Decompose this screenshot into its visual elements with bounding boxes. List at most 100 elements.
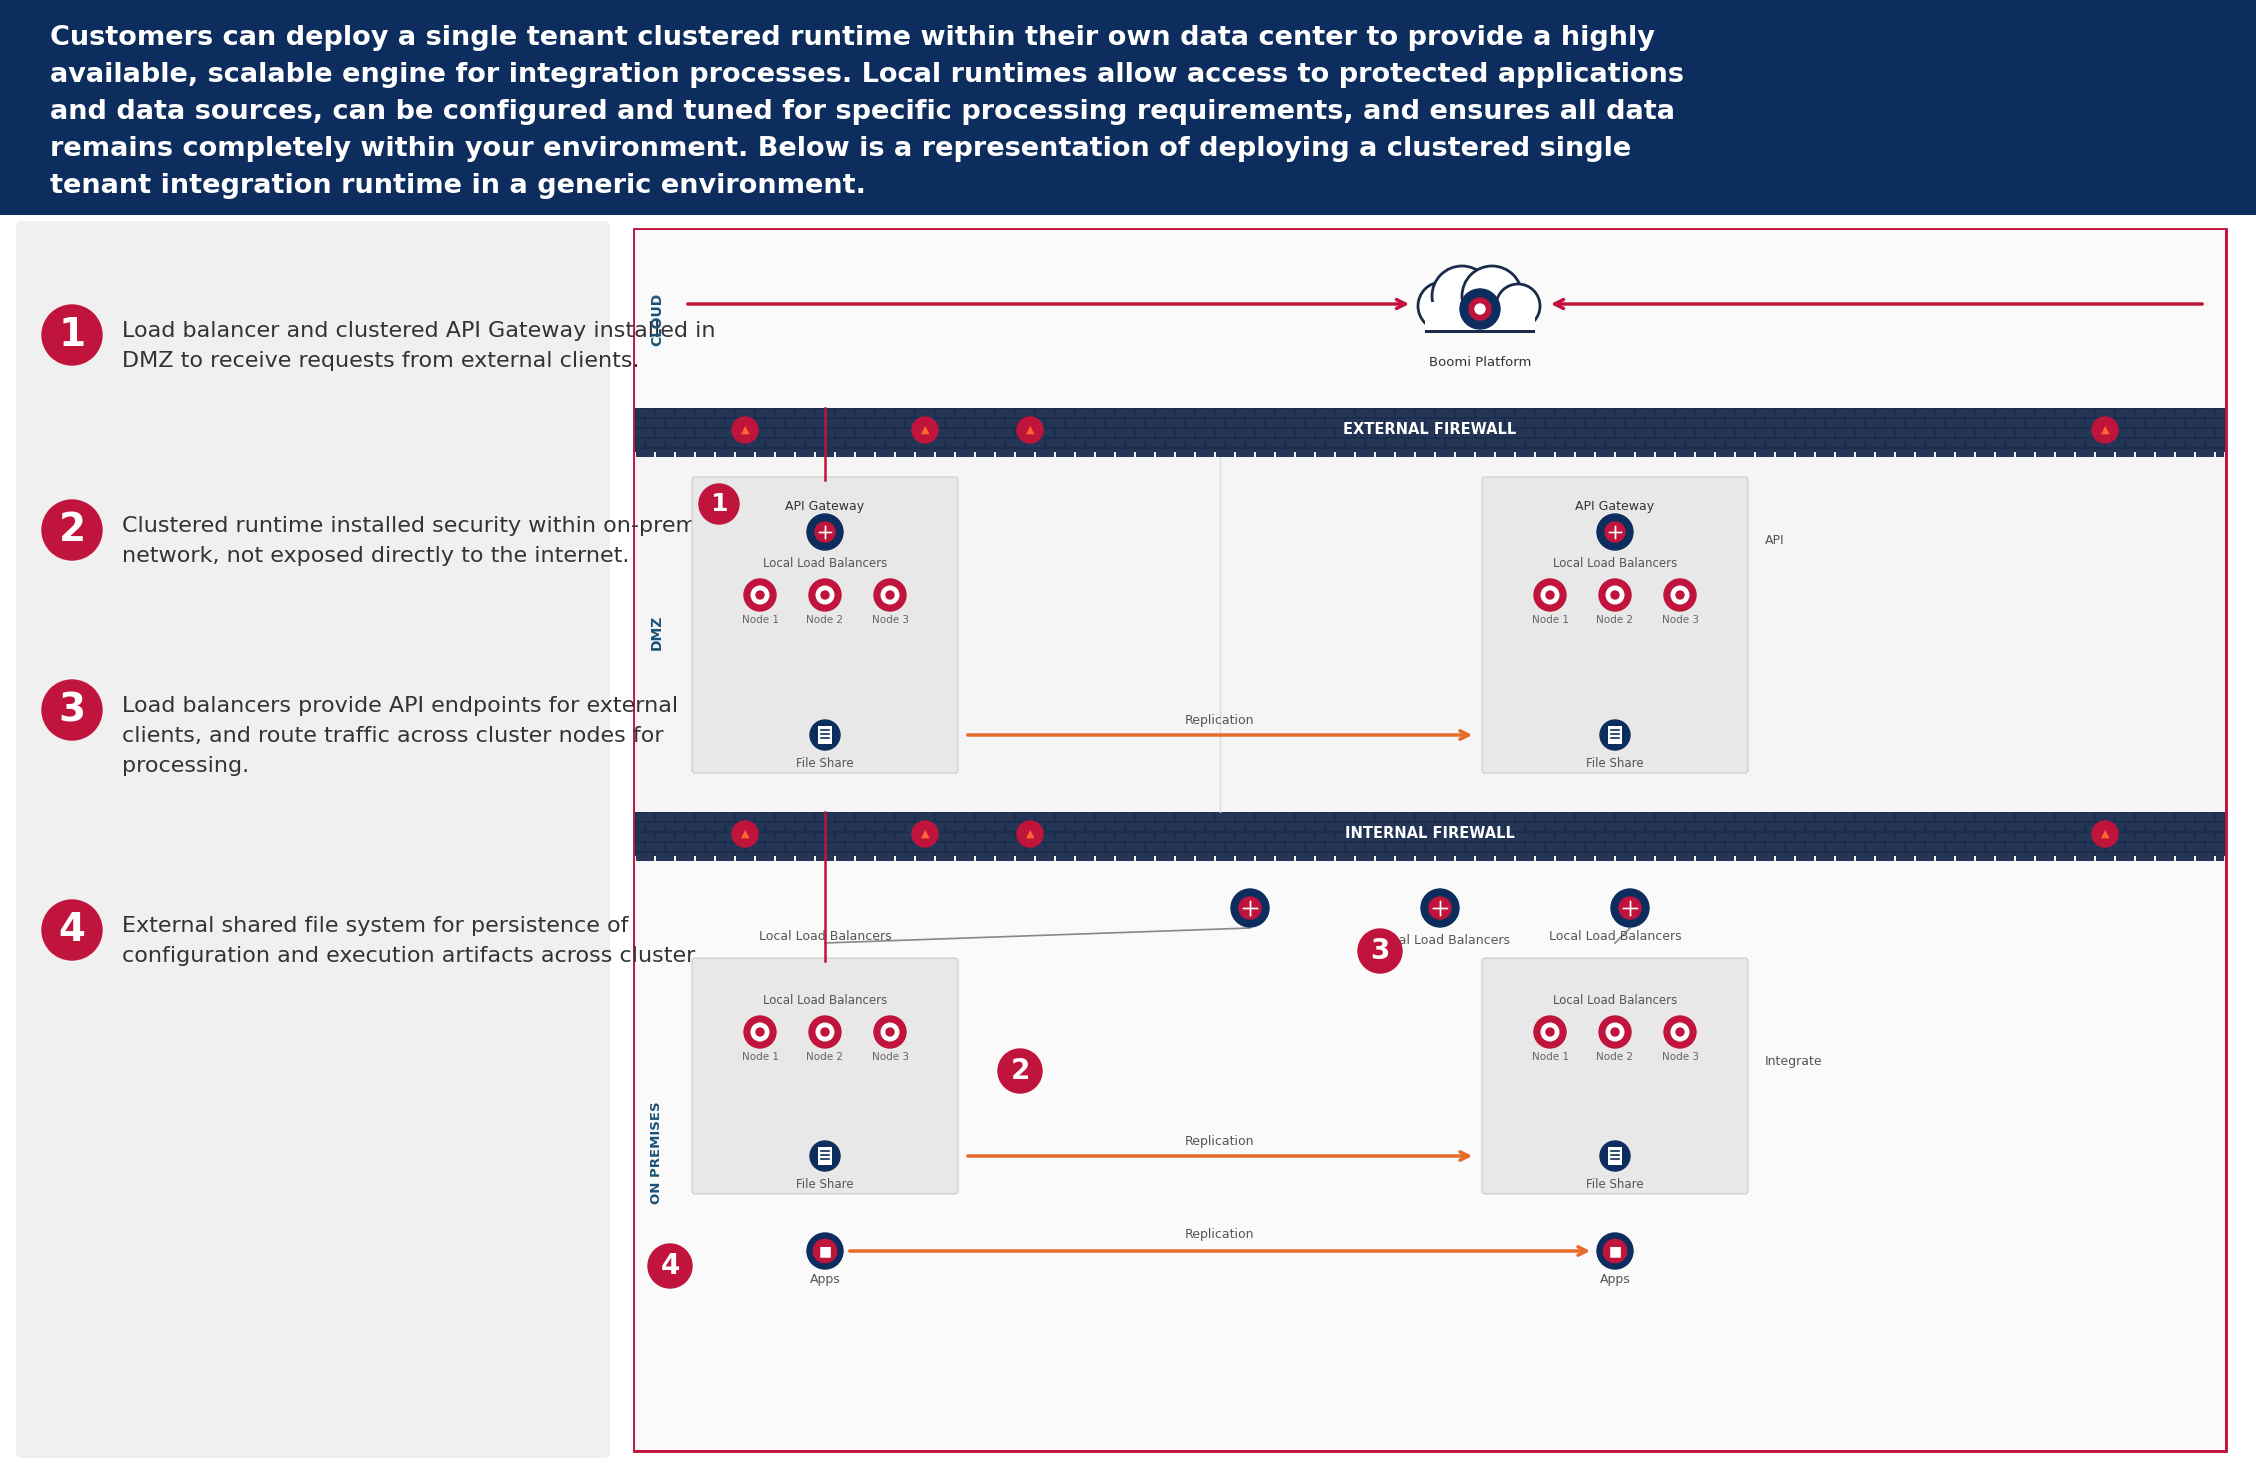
- Circle shape: [756, 1029, 765, 1036]
- Circle shape: [1669, 1021, 1674, 1027]
- FancyBboxPatch shape: [986, 439, 1004, 448]
- FancyBboxPatch shape: [1376, 852, 1394, 861]
- Text: DMZ: DMZ: [650, 615, 663, 649]
- FancyBboxPatch shape: [1327, 419, 1345, 427]
- FancyBboxPatch shape: [2175, 833, 2195, 842]
- FancyBboxPatch shape: [1676, 812, 1694, 821]
- FancyBboxPatch shape: [875, 449, 893, 458]
- FancyBboxPatch shape: [1236, 833, 1254, 842]
- FancyBboxPatch shape: [1787, 419, 1805, 427]
- FancyBboxPatch shape: [656, 449, 675, 458]
- FancyBboxPatch shape: [875, 409, 893, 418]
- FancyBboxPatch shape: [835, 812, 855, 821]
- FancyBboxPatch shape: [666, 843, 684, 851]
- FancyBboxPatch shape: [1665, 823, 1685, 831]
- FancyBboxPatch shape: [1717, 852, 1735, 861]
- FancyBboxPatch shape: [1065, 419, 1085, 427]
- FancyBboxPatch shape: [634, 857, 2224, 1449]
- Circle shape: [1611, 1029, 1620, 1036]
- Text: clients, and route traffic across cluster nodes for: clients, and route traffic across cluste…: [122, 726, 663, 745]
- FancyBboxPatch shape: [1735, 449, 1755, 458]
- Circle shape: [1676, 591, 1683, 599]
- Text: available, scalable engine for integration processes. Local runtimes allow acces: available, scalable engine for integrati…: [50, 62, 1683, 87]
- Circle shape: [1604, 584, 1609, 590]
- FancyBboxPatch shape: [645, 419, 663, 427]
- FancyBboxPatch shape: [2026, 823, 2044, 831]
- Text: Node 1: Node 1: [742, 1052, 778, 1063]
- FancyBboxPatch shape: [1685, 823, 1703, 831]
- FancyBboxPatch shape: [1496, 833, 1514, 842]
- FancyBboxPatch shape: [1906, 439, 1924, 448]
- Circle shape: [1604, 600, 1609, 606]
- FancyBboxPatch shape: [1627, 843, 1645, 851]
- FancyBboxPatch shape: [1417, 812, 1435, 821]
- FancyBboxPatch shape: [986, 419, 1004, 427]
- FancyBboxPatch shape: [677, 852, 695, 861]
- FancyBboxPatch shape: [1796, 812, 1814, 821]
- FancyBboxPatch shape: [1775, 833, 1794, 842]
- FancyBboxPatch shape: [907, 439, 925, 448]
- FancyBboxPatch shape: [2145, 419, 2164, 427]
- FancyBboxPatch shape: [1216, 833, 1234, 842]
- FancyBboxPatch shape: [2136, 812, 2154, 821]
- FancyBboxPatch shape: [1117, 852, 1135, 861]
- FancyBboxPatch shape: [1857, 409, 1875, 418]
- FancyBboxPatch shape: [785, 419, 803, 427]
- FancyBboxPatch shape: [826, 419, 844, 427]
- FancyBboxPatch shape: [2145, 843, 2164, 851]
- FancyBboxPatch shape: [686, 439, 704, 448]
- FancyBboxPatch shape: [2096, 428, 2114, 437]
- FancyBboxPatch shape: [2076, 449, 2094, 458]
- FancyBboxPatch shape: [715, 852, 733, 861]
- FancyBboxPatch shape: [686, 419, 704, 427]
- FancyBboxPatch shape: [1417, 852, 1435, 861]
- FancyBboxPatch shape: [1475, 409, 1493, 418]
- FancyBboxPatch shape: [726, 419, 744, 427]
- FancyBboxPatch shape: [1656, 449, 1674, 458]
- FancyBboxPatch shape: [1816, 833, 1834, 842]
- FancyBboxPatch shape: [1857, 812, 1875, 821]
- FancyBboxPatch shape: [925, 823, 945, 831]
- FancyBboxPatch shape: [2175, 852, 2195, 861]
- FancyBboxPatch shape: [2175, 812, 2195, 821]
- FancyBboxPatch shape: [1816, 449, 1834, 458]
- FancyBboxPatch shape: [1015, 428, 1033, 437]
- FancyBboxPatch shape: [1496, 409, 1514, 418]
- FancyBboxPatch shape: [1985, 823, 2003, 831]
- FancyBboxPatch shape: [1595, 449, 1615, 458]
- FancyBboxPatch shape: [1615, 833, 1633, 842]
- FancyBboxPatch shape: [1216, 812, 1234, 821]
- Text: Replication: Replication: [1184, 1229, 1254, 1240]
- Circle shape: [821, 1042, 828, 1046]
- FancyBboxPatch shape: [2175, 428, 2195, 437]
- FancyBboxPatch shape: [2157, 449, 2175, 458]
- FancyBboxPatch shape: [636, 843, 645, 851]
- FancyBboxPatch shape: [995, 852, 1015, 861]
- Circle shape: [751, 587, 769, 603]
- Circle shape: [744, 579, 776, 611]
- FancyBboxPatch shape: [1085, 843, 1103, 851]
- FancyBboxPatch shape: [1697, 428, 1715, 437]
- FancyBboxPatch shape: [1956, 852, 1974, 861]
- Text: ▲: ▲: [1026, 425, 1033, 436]
- FancyBboxPatch shape: [1166, 843, 1184, 851]
- FancyBboxPatch shape: [896, 409, 914, 418]
- FancyBboxPatch shape: [1435, 812, 1455, 821]
- FancyBboxPatch shape: [1076, 833, 1094, 842]
- FancyBboxPatch shape: [1836, 409, 1854, 418]
- Circle shape: [887, 605, 893, 611]
- FancyBboxPatch shape: [1706, 439, 1724, 448]
- FancyBboxPatch shape: [2145, 823, 2164, 831]
- FancyBboxPatch shape: [2026, 843, 2044, 851]
- FancyBboxPatch shape: [656, 812, 675, 821]
- Text: Integrate: Integrate: [1764, 1055, 1823, 1067]
- FancyBboxPatch shape: [636, 409, 654, 418]
- FancyBboxPatch shape: [1755, 833, 1773, 842]
- FancyBboxPatch shape: [2195, 449, 2213, 458]
- FancyBboxPatch shape: [2076, 409, 2094, 418]
- FancyBboxPatch shape: [1245, 419, 1263, 427]
- FancyBboxPatch shape: [1096, 449, 1114, 458]
- FancyBboxPatch shape: [1376, 409, 1394, 418]
- FancyBboxPatch shape: [866, 419, 884, 427]
- FancyBboxPatch shape: [1775, 428, 1794, 437]
